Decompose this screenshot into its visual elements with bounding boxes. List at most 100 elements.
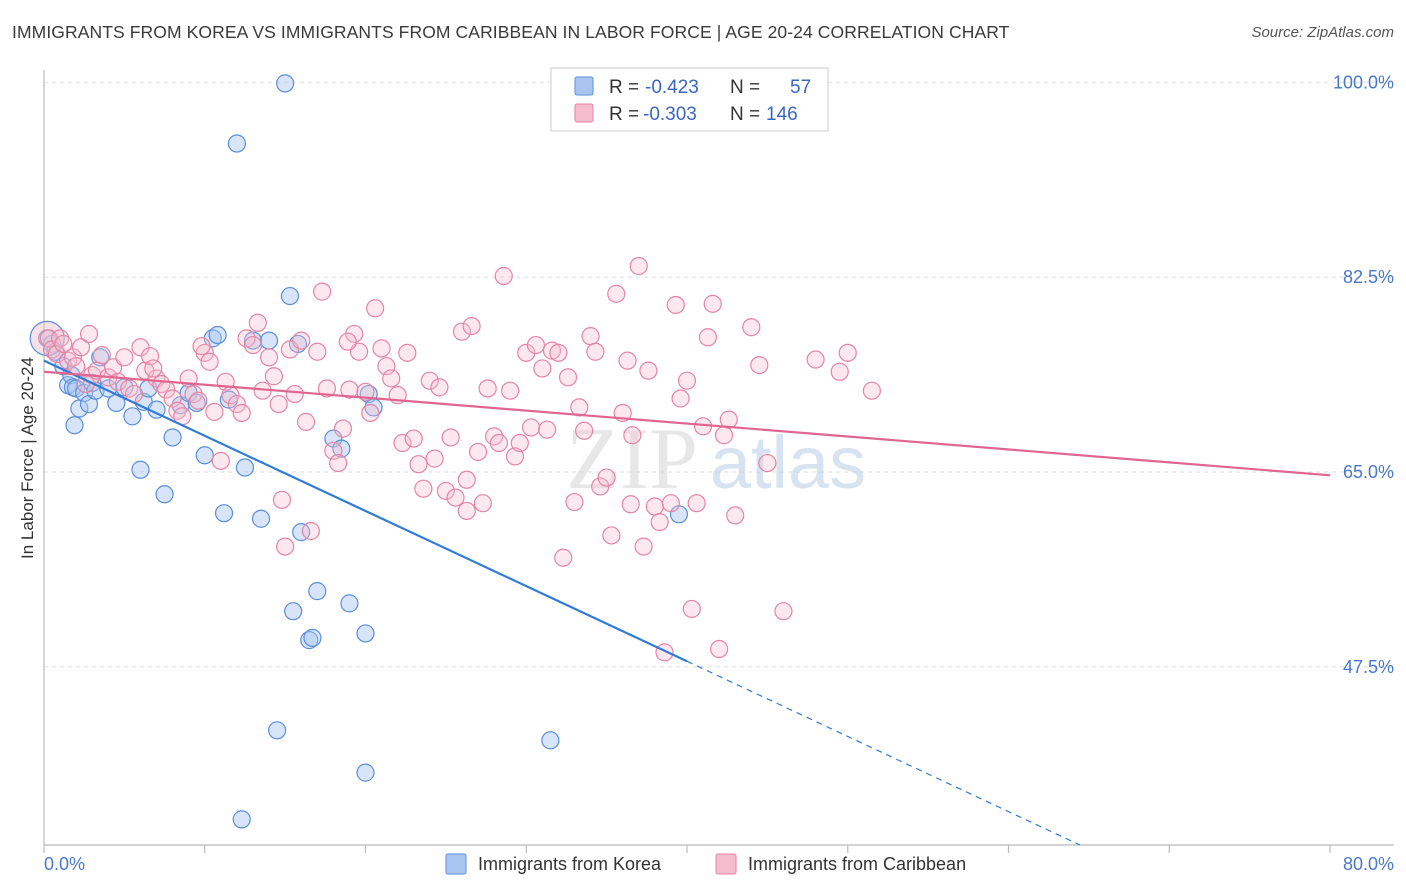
caribbean-point xyxy=(586,342,605,361)
korea-trend-extension xyxy=(686,660,1081,846)
korea-point xyxy=(292,523,311,542)
caribbean-point xyxy=(661,494,681,513)
korea-point xyxy=(65,416,84,435)
caribbean-point xyxy=(312,282,332,301)
caribbean-point xyxy=(237,329,256,348)
caribbean-point xyxy=(750,355,769,375)
caribbean-point xyxy=(478,379,497,398)
caribbean-point xyxy=(602,526,621,545)
caribbean-point xyxy=(120,379,139,398)
caribbean-point xyxy=(457,501,476,521)
caribbean-point xyxy=(264,367,283,386)
caribbean-point xyxy=(558,368,578,387)
legend-swatch-korea xyxy=(445,853,467,875)
caribbean-point xyxy=(50,329,70,348)
caribbean-point xyxy=(623,426,642,445)
caribbean-point xyxy=(719,410,738,429)
caribbean-point xyxy=(462,317,481,336)
caribbean-point xyxy=(634,537,653,556)
caribbean-point xyxy=(269,394,288,414)
caribbean-point xyxy=(549,343,568,362)
caribbean-point xyxy=(830,362,849,381)
caribbean-trend-line xyxy=(43,370,1331,477)
caribbean-point xyxy=(404,429,423,448)
stats-legend-box xyxy=(550,67,829,132)
caribbean-point xyxy=(581,327,600,346)
caribbean-point xyxy=(629,256,648,276)
series-caribbean xyxy=(39,256,881,662)
korea-r-value: -0.423 xyxy=(645,77,699,98)
source-label: Source: ZipAtlas.com xyxy=(1251,24,1394,41)
korea-point xyxy=(356,763,375,782)
y-tick-label: 65.0% xyxy=(1343,462,1394,482)
y-tick-label: 100.0% xyxy=(1333,72,1394,92)
korea-trend-line xyxy=(43,359,688,663)
caribbean-point xyxy=(205,402,224,421)
caribbean-point xyxy=(517,343,536,362)
caribbean-point xyxy=(639,361,658,380)
legend-swatch-caribbean xyxy=(715,853,737,875)
caribbean-point xyxy=(710,639,729,659)
korea-point xyxy=(284,602,303,621)
caribbean-point xyxy=(621,495,640,514)
caribbean-point xyxy=(168,401,187,420)
caribbean-point xyxy=(92,345,111,365)
caribbean-point xyxy=(243,335,263,355)
caribbean-point xyxy=(333,419,353,438)
caribbean-point xyxy=(468,442,488,462)
korea-point xyxy=(276,74,295,93)
korea-point xyxy=(195,446,214,465)
caribbean-point xyxy=(414,479,433,498)
caribbean-point xyxy=(533,359,552,378)
y-tick-label: 82.5% xyxy=(1343,267,1394,287)
trend-lines xyxy=(43,359,1331,846)
caribbean-point xyxy=(393,433,412,453)
caribbean-point xyxy=(677,371,697,390)
caribbean-point xyxy=(618,351,637,370)
korea-point xyxy=(131,460,150,479)
caribbean-point xyxy=(597,468,616,487)
caribbean-point xyxy=(742,318,761,337)
caribbean-point xyxy=(862,381,881,400)
caribbean-point xyxy=(806,350,825,369)
caribbean-point xyxy=(152,374,171,394)
caribbean-point xyxy=(838,343,857,362)
korea-point xyxy=(356,624,375,643)
caribbean-point xyxy=(607,284,626,303)
series-legend: Immigrants from Korea Immigrants from Ca… xyxy=(445,853,966,875)
caribbean-point xyxy=(200,352,219,371)
caribbean-point xyxy=(446,488,465,507)
legend-label-caribbean: Immigrants from Caribbean xyxy=(748,854,966,874)
caribbean-legend-swatch xyxy=(574,103,594,123)
caribbean-point xyxy=(538,420,557,439)
caribbean-point xyxy=(698,328,717,347)
korea-point xyxy=(155,485,174,504)
korea-point xyxy=(267,721,287,740)
x-tick-label-max: 80.0% xyxy=(1343,854,1394,874)
caribbean-point xyxy=(687,494,706,513)
caribbean-point xyxy=(510,433,529,453)
caribbean-point xyxy=(285,384,304,404)
caribbean-point xyxy=(409,455,428,474)
caribbean-n-value: 146 xyxy=(766,104,798,125)
caribbean-point xyxy=(79,324,99,344)
caribbean-point xyxy=(703,294,722,313)
korea-point xyxy=(163,428,182,447)
caribbean-point xyxy=(645,497,664,516)
caribbean-point xyxy=(714,426,734,445)
korea-point xyxy=(214,504,234,523)
caribbean-point xyxy=(441,428,460,447)
y-tick-labels: 47.5% 65.0% 82.5% 100.0% xyxy=(1333,72,1394,677)
caribbean-r-label: R = xyxy=(609,104,639,125)
caribbean-point xyxy=(575,421,594,440)
caribbean-point xyxy=(473,494,492,513)
caribbean-point xyxy=(420,371,439,390)
caribbean-point xyxy=(259,348,279,367)
caribbean-point xyxy=(382,369,401,388)
caribbean-r-value: -0.303 xyxy=(643,104,697,125)
caribbean-point xyxy=(144,359,163,378)
korea-point xyxy=(251,509,271,528)
korea-n-value: 57 xyxy=(790,77,811,98)
caribbean-point xyxy=(366,299,385,318)
korea-point xyxy=(303,628,322,647)
